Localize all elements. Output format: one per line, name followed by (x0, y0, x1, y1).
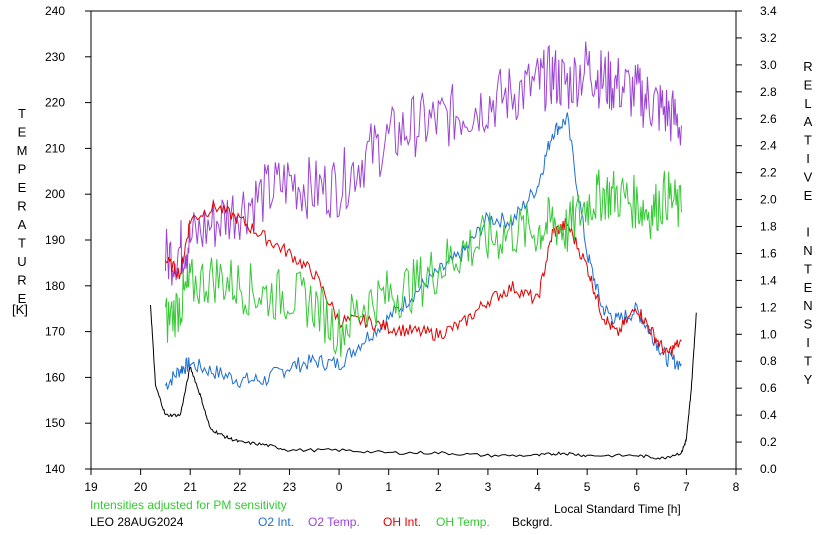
x-tick-label: 21 (184, 480, 198, 494)
left-axis-title-letter: A (18, 217, 27, 232)
x-tick-label: 8 (733, 480, 740, 494)
x-tick-label: 7 (683, 480, 690, 494)
x-tick-label: 22 (233, 480, 247, 494)
series-layer (150, 41, 697, 460)
left-axis-title-letter: M (17, 143, 28, 158)
y-right-tick-label: 3.2 (760, 31, 777, 45)
x-tick-label: 1 (385, 480, 392, 494)
right-axis-title-letter: R (803, 59, 812, 74)
series-line-oh-int (164, 200, 682, 357)
x-tick-label: 19 (84, 480, 98, 494)
y-right-tick-label: 1.8 (760, 220, 777, 234)
right-axis-title-letter: V (804, 169, 813, 184)
right-axis-title-letter: N (803, 243, 812, 258)
right-axis-title-letter: I (806, 335, 810, 350)
y-right-tick-label: 0.0 (760, 462, 777, 476)
series-line-o2-int (164, 112, 682, 390)
right-axis-title-letter: T (804, 133, 812, 148)
y-left-tick-label: 180 (45, 279, 65, 293)
x-tick-label: 6 (633, 480, 640, 494)
left-axis-unit: [K] (12, 302, 28, 317)
series-line-o2-temp (164, 41, 682, 286)
y-right-tick-label: 1.6 (760, 246, 777, 260)
x-axis-label: Local Standard Time [h] (554, 502, 681, 516)
y-right-tick-label: 0.2 (760, 435, 777, 449)
left-axis-title-letter: T (18, 106, 26, 121)
legend-entry: Bckgrd. (512, 515, 553, 529)
right-axis-title-letter: S (804, 317, 813, 332)
legend-entry: OH Temp. (436, 515, 490, 529)
station-label: LEO 28AUG2024 (90, 515, 184, 529)
x-tick-label: 4 (534, 480, 541, 494)
y-left-tick-label: 240 (45, 4, 65, 18)
left-axis-title-letter: R (17, 273, 26, 288)
y-right-tick-label: 2.8 (760, 85, 777, 99)
legend-entry: O2 Int. (258, 515, 294, 529)
y-left-tick-label: 220 (45, 96, 65, 110)
sensitivity-note: Intensities adjusted for PM sensitivity (90, 498, 287, 512)
left-axis-title-letter: R (17, 199, 26, 214)
x-tick-label: 23 (283, 480, 297, 494)
left-axis-title-letter: U (17, 254, 26, 269)
left-axis-title-letter: T (18, 236, 26, 251)
left-axis-title-letter: E (18, 125, 27, 140)
y-right-tick-label: 3.4 (760, 4, 777, 18)
axes-layer: 19 20 21 22 23 0 1 2 3 4 5 6 7 8140150160170180190200… (45, 4, 777, 494)
y-left-tick-label: 230 (45, 50, 65, 64)
y-right-tick-label: 2.4 (760, 139, 777, 153)
y-left-tick-label: 140 (45, 462, 65, 476)
right-axis-title-letter: E (804, 188, 813, 203)
right-axis-title-letter: E (804, 280, 813, 295)
y-right-tick-label: 1.4 (760, 273, 777, 287)
legend: O2 Int. O2 Temp. OH Int. OH Temp. Bckgrd. (258, 515, 553, 529)
right-axis-title-letter: T (804, 261, 812, 276)
right-axis-title-letter: A (804, 114, 813, 129)
legend-entry: O2 Temp. (308, 515, 360, 529)
y-left-tick-label: 170 (45, 325, 65, 339)
right-axis-title-letter: E (804, 77, 813, 92)
y-right-tick-label: 2.6 (760, 112, 777, 126)
x-tick-label: 3 (485, 480, 492, 494)
y-left-tick-label: 210 (45, 141, 65, 155)
legend-entry: OH Int. (383, 515, 421, 529)
y-right-tick-label: 0.4 (760, 408, 777, 422)
y-right-tick-label: 2.0 (760, 193, 777, 207)
right-axis-title-letter: T (804, 353, 812, 368)
y-right-tick-label: 1.2 (760, 300, 777, 314)
left-axis-title-letter: E (18, 291, 27, 306)
y-left-tick-label: 200 (45, 187, 65, 201)
x-tick-label: 5 (584, 480, 591, 494)
y-left-tick-label: 190 (45, 233, 65, 247)
y-left-tick-label: 150 (45, 416, 65, 430)
y-left-tick-label: 160 (45, 370, 65, 384)
y-right-tick-label: 0.6 (760, 381, 777, 395)
right-axis-title-letter: I (806, 151, 810, 166)
x-tick-label: 2 (435, 480, 442, 494)
right-axis-title-letter: Y (804, 372, 813, 387)
left-axis-title-letter: E (18, 180, 27, 195)
x-tick-label: 0 (336, 480, 343, 494)
right-axis-title-letter: L (804, 96, 811, 111)
y-right-tick-label: 0.8 (760, 354, 777, 368)
series-line-oh-temp (164, 169, 682, 358)
left-axis-title-letter: P (18, 162, 27, 177)
y-right-tick-label: 1.0 (760, 327, 777, 341)
y-right-tick-label: 2.2 (760, 166, 777, 180)
y-right-tick-label: 3.0 (760, 58, 777, 72)
right-axis-title-letter: N (803, 298, 812, 313)
right-axis-title-letter: I (806, 225, 810, 240)
series-line-bckgrd (150, 304, 697, 460)
x-tick-label: 20 (134, 480, 148, 494)
